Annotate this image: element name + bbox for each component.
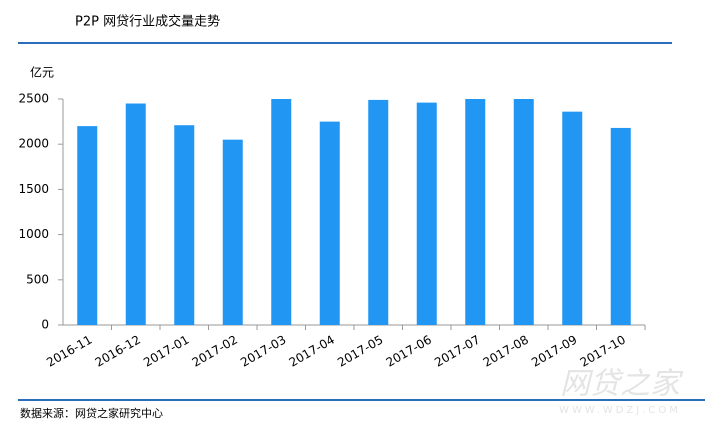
x-tick-label: 2017-09 bbox=[529, 333, 579, 370]
x-tick-label: 2017-08 bbox=[481, 333, 531, 370]
bar bbox=[465, 99, 486, 325]
bar bbox=[513, 99, 534, 325]
x-tick-label: 2017-10 bbox=[578, 333, 628, 370]
bar bbox=[222, 139, 243, 325]
y-tick-label: 1000 bbox=[18, 227, 49, 241]
y-tick-label: 500 bbox=[26, 272, 49, 286]
x-tick-label: 2016-12 bbox=[93, 333, 143, 370]
watermark-url: WWW.WDZJ.COM bbox=[559, 405, 681, 416]
bar bbox=[125, 103, 146, 326]
y-tick-label: 0 bbox=[41, 318, 49, 332]
bar bbox=[319, 121, 340, 325]
bar bbox=[610, 127, 631, 325]
x-tick-label: 2017-04 bbox=[287, 333, 337, 370]
x-tick-label: 2017-01 bbox=[141, 333, 191, 370]
x-tick-label: 2017-03 bbox=[238, 333, 288, 370]
chart-title: P2P 网贷行业成交量走势 bbox=[75, 14, 220, 30]
bar bbox=[416, 102, 437, 325]
y-axis-label: 亿元 bbox=[30, 65, 54, 80]
x-tick-label: 2017-07 bbox=[432, 333, 482, 370]
bar bbox=[174, 125, 195, 325]
watermark-brand: 网贷之家 bbox=[560, 367, 684, 402]
y-tick-label: 1500 bbox=[18, 182, 49, 196]
bar bbox=[368, 99, 389, 326]
bar bbox=[562, 111, 583, 325]
bar bbox=[271, 99, 292, 325]
source-note: 数据来源：网贷之家研究中心 bbox=[20, 406, 163, 420]
bar bbox=[77, 126, 98, 326]
x-tick-label: 2017-06 bbox=[384, 333, 434, 370]
x-tick-label: 2017-05 bbox=[335, 333, 385, 370]
y-tick-label: 2000 bbox=[18, 137, 49, 151]
x-tick-label: 2017-02 bbox=[190, 333, 240, 370]
y-tick-label: 2500 bbox=[18, 92, 49, 106]
x-tick-label: 2016-11 bbox=[44, 333, 94, 370]
